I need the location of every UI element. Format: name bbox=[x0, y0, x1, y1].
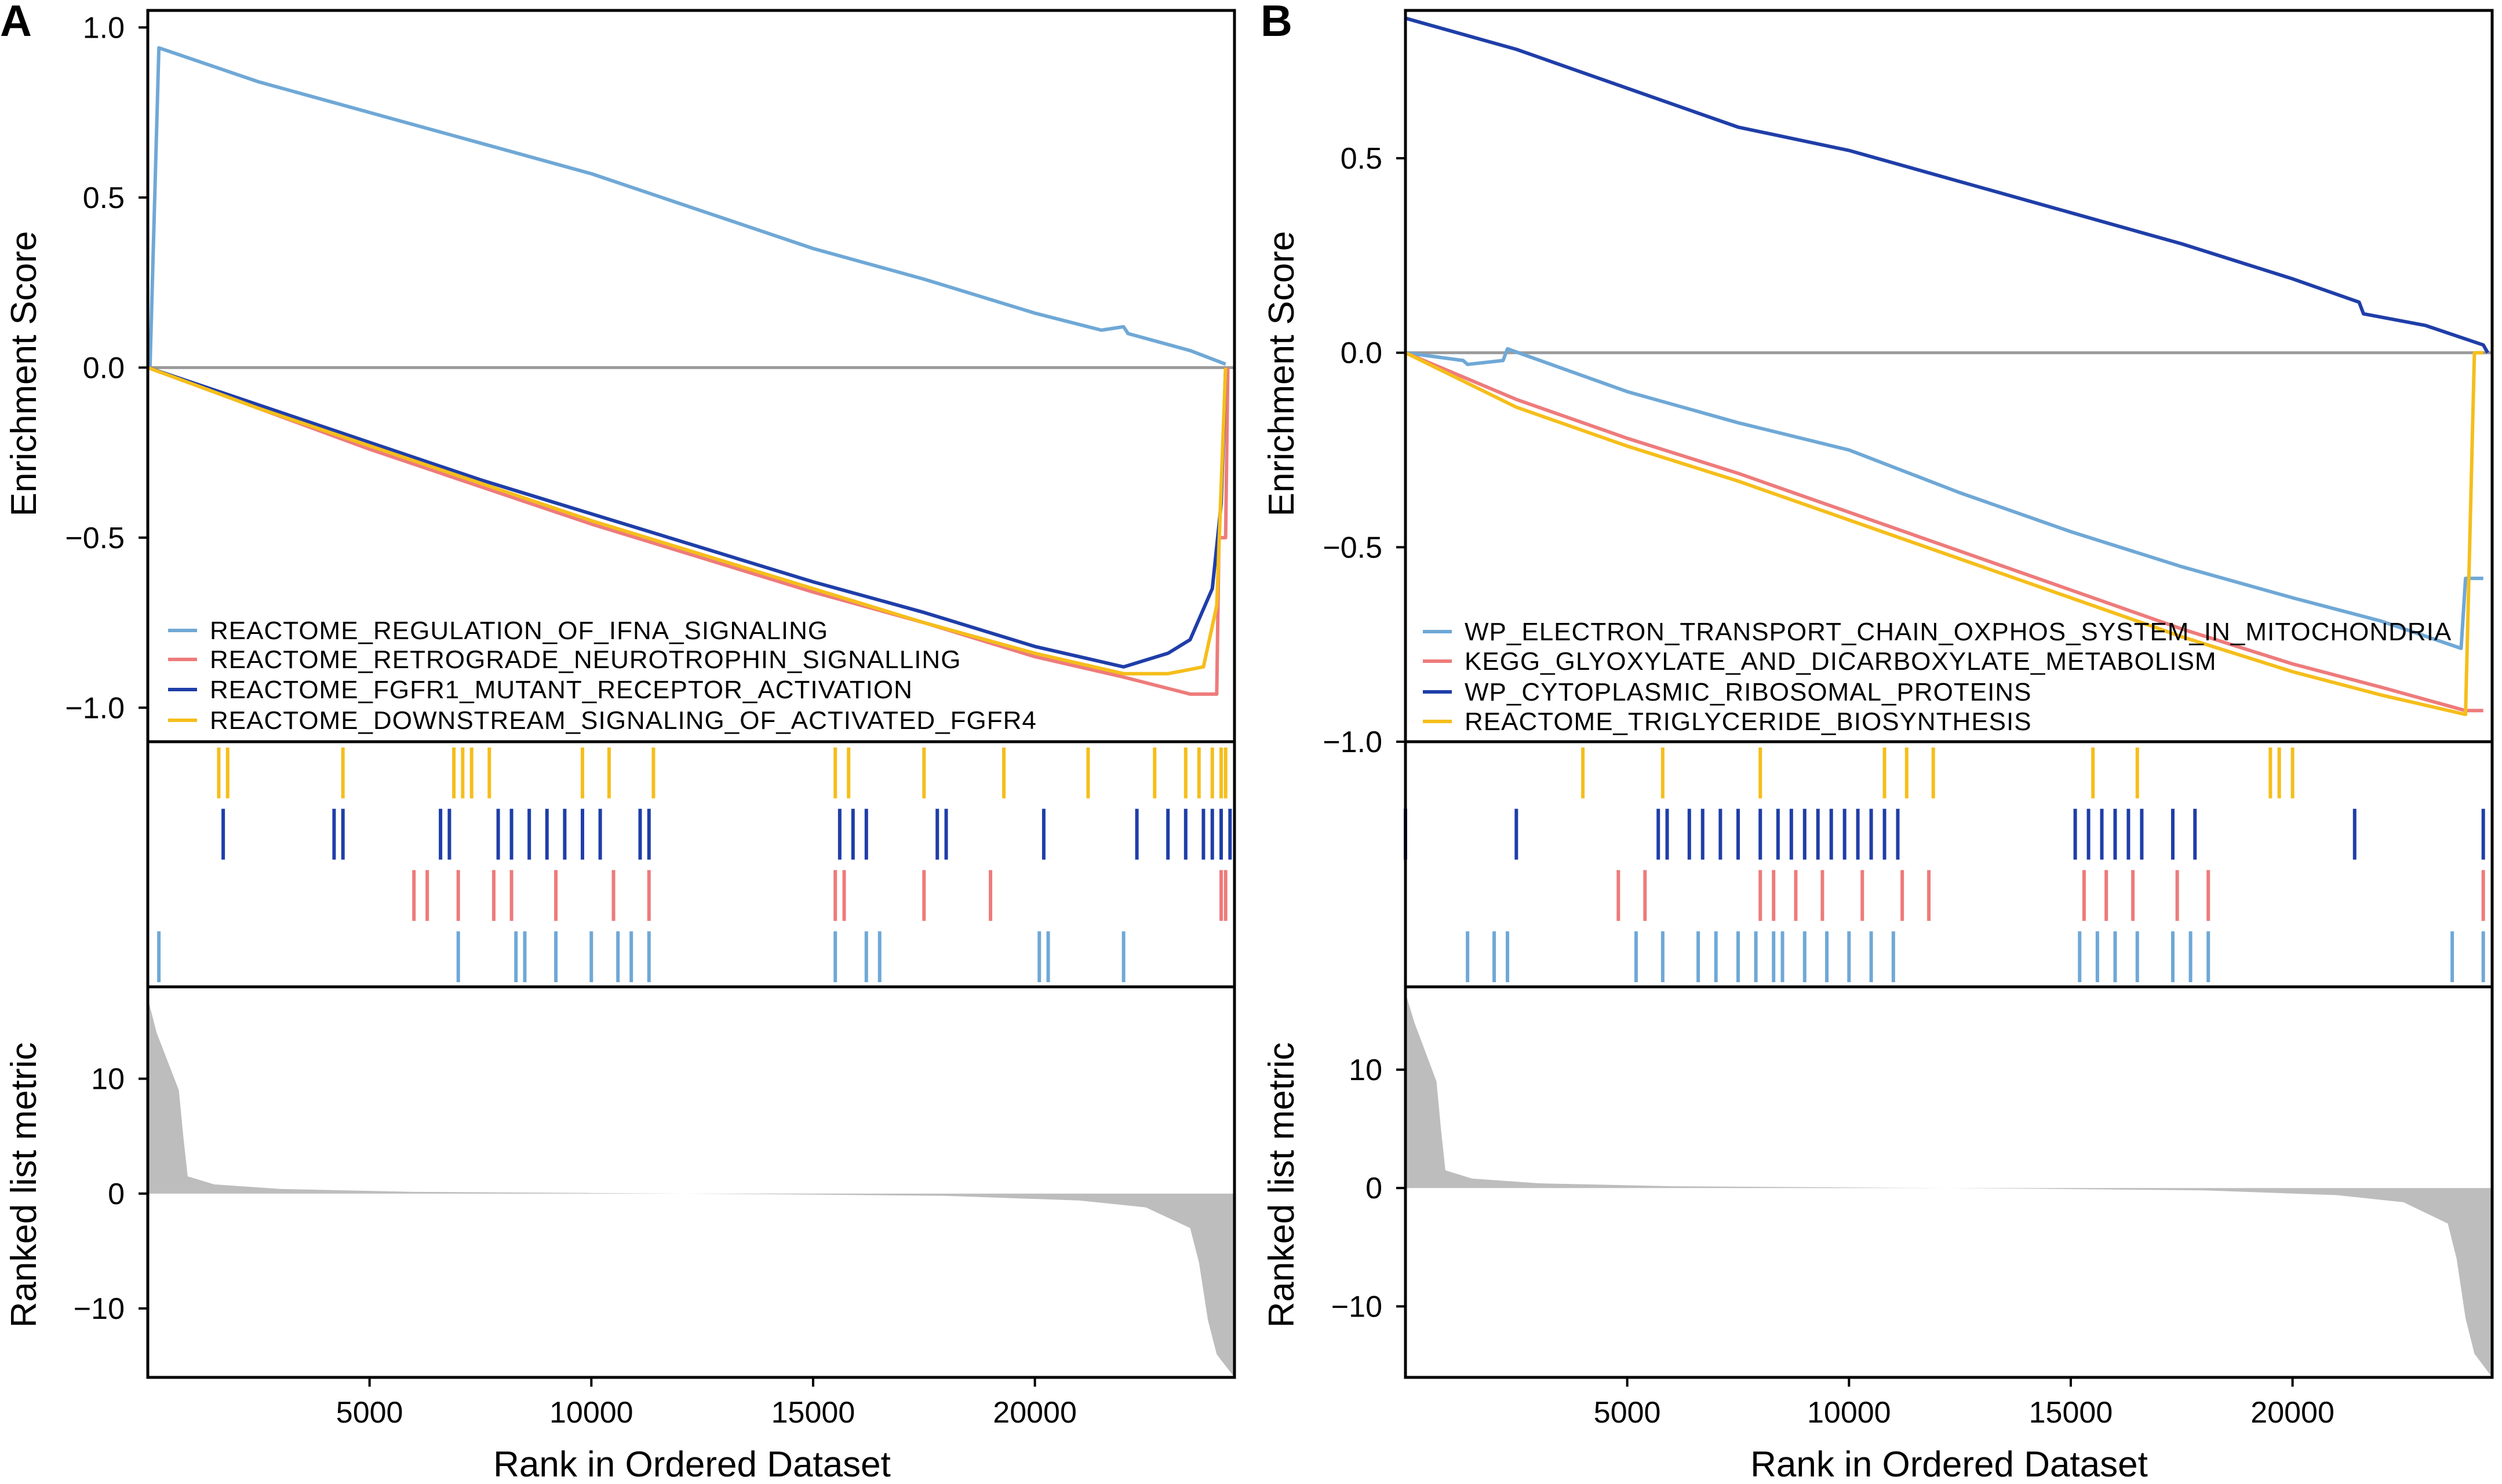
panel-a: A Enrichment Score Ranked list metric Ra… bbox=[0, 0, 1236, 1484]
legend-label-b-1: WP_ELECTRON_TRANSPORT_CHAIN_OXPHOS_SYSTE… bbox=[1465, 618, 2452, 646]
metric-ytick-label-b-2: 0 bbox=[1365, 1172, 1382, 1205]
legend-label-b-2: KEGG_GLYOXYLATE_AND_DICARBOXYLATE_METABO… bbox=[1465, 647, 2217, 676]
legend-label-b-3: WP_CYTOPLASMIC_RIBOSOMAL_PROTEINS bbox=[1465, 678, 2031, 706]
es-curve-b-3 bbox=[1405, 16, 2489, 354]
ranked-metric-area-b bbox=[1405, 993, 2492, 1377]
panel-b: B Enrichment Score Ranked list metric Ra… bbox=[1261, 0, 2494, 1484]
metric-plot-frame-b bbox=[1404, 985, 2494, 1379]
es-ytick-label-b-3: −0.5 bbox=[1323, 531, 1382, 564]
xtick-label-a-2: 10000 bbox=[549, 1396, 633, 1430]
legend-label-a-3: REACTOME_FGFR1_MUTANT_RECEPTOR_ACTIVATIO… bbox=[210, 676, 913, 704]
metric-ytick-label-a-3: −10 bbox=[74, 1292, 125, 1326]
metric-plot-frame-a bbox=[146, 985, 1236, 1379]
panel-letter-a: A bbox=[0, 0, 32, 46]
ylabel-enrichment-score-a: Enrichment Score bbox=[4, 231, 44, 517]
xtick-label-b-1: 5000 bbox=[1594, 1396, 1661, 1430]
es-curve-a-1 bbox=[148, 46, 1226, 370]
es-curve-b-2 bbox=[1404, 351, 2483, 713]
legend-label-a-2: REACTOME_RETROGRADE_NEUROTROPHIN_SIGNALL… bbox=[210, 646, 961, 674]
es-ytick-label-a-2: 0.5 bbox=[83, 181, 125, 215]
es-ytick-label-a-3: 0.0 bbox=[83, 351, 125, 385]
es-ytick-label-b-2: 0.0 bbox=[1341, 337, 1382, 370]
legend-a: REACTOME_REGULATION_OF_IFNA_SIGNALING RE… bbox=[168, 617, 1037, 735]
hits-plot-frame-a bbox=[146, 740, 1236, 989]
legend-label-a-1: REACTOME_REGULATION_OF_IFNA_SIGNALING bbox=[210, 617, 828, 645]
es-curve-b-1 bbox=[1405, 347, 2483, 650]
xlabel-rank-b: Rank in Ordered Dataset bbox=[1750, 1445, 2148, 1484]
es-curve-a-3 bbox=[147, 366, 1228, 669]
metric-ytick-label-a-2: 0 bbox=[108, 1177, 125, 1211]
xtick-label-b-3: 15000 bbox=[2029, 1396, 2113, 1430]
legend-label-b-4: REACTOME_TRIGLYCERIDE_BIOSYNTHESIS bbox=[1465, 708, 2032, 736]
metric-ytick-label-b-1: 10 bbox=[1349, 1053, 1382, 1087]
metric-ytick-label-a-1: 10 bbox=[91, 1063, 125, 1096]
xlabel-rank-a: Rank in Ordered Dataset bbox=[493, 1445, 891, 1484]
ylabel-enrichment-score-b: Enrichment Score bbox=[1262, 231, 1302, 517]
hits-plot-frame-b bbox=[1404, 740, 2494, 989]
xtick-label-b-4: 20000 bbox=[2250, 1396, 2335, 1430]
xtick-label-b-2: 10000 bbox=[1807, 1396, 1891, 1430]
ylabel-ranked-metric-a: Ranked list metric bbox=[4, 1042, 44, 1328]
ylabel-ranked-metric-b: Ranked list metric bbox=[1262, 1042, 1302, 1328]
xtick-label-a-3: 15000 bbox=[771, 1396, 855, 1430]
metric-ytick-label-b-3: −10 bbox=[1331, 1290, 1382, 1323]
es-curve-b-4 bbox=[1404, 351, 2483, 717]
es-ytick-label-a-1: 1.0 bbox=[83, 11, 125, 45]
es-ytick-label-a-5: −1.0 bbox=[65, 691, 125, 725]
es-curve-a-4 bbox=[147, 366, 1228, 676]
ranked-metric-area-a bbox=[148, 998, 1234, 1377]
xtick-label-a-1: 5000 bbox=[336, 1396, 403, 1430]
legend-label-a-4: REACTOME_DOWNSTREAM_SIGNALING_OF_ACTIVAT… bbox=[210, 706, 1037, 735]
xtick-label-a-4: 20000 bbox=[993, 1396, 1077, 1430]
es-ytick-label-b-1: 0.5 bbox=[1341, 142, 1382, 176]
panel-letter-b: B bbox=[1261, 0, 1292, 46]
legend-b: WP_ELECTRON_TRANSPORT_CHAIN_OXPHOS_SYSTE… bbox=[1423, 618, 2452, 736]
es-ytick-label-a-4: −0.5 bbox=[65, 522, 125, 555]
es-ytick-label-b-4: −1.0 bbox=[1323, 725, 1382, 759]
